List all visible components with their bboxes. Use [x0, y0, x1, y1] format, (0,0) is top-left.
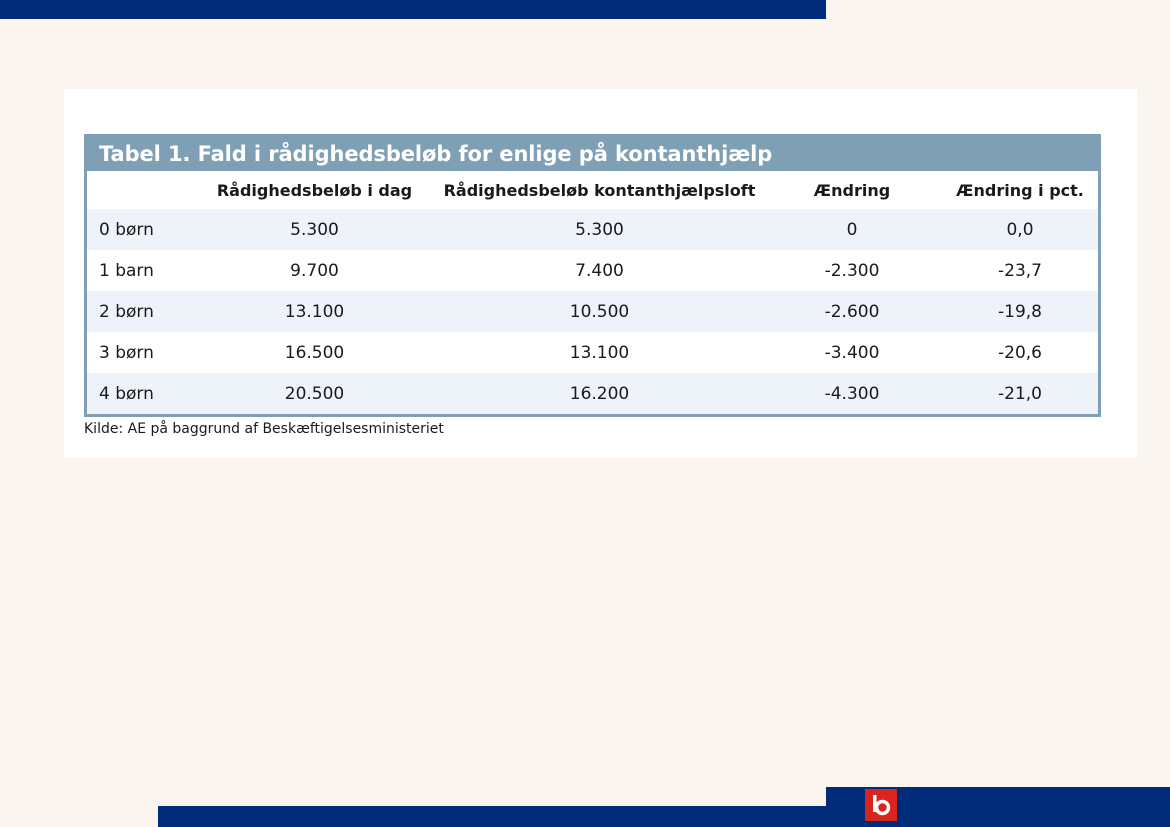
column-header	[87, 171, 192, 209]
table-cell: -2.600	[824, 301, 880, 322]
table-row: 3 børn 16.500 13.100 -3.400 -20,6	[87, 332, 1098, 373]
row-label: 1 barn	[99, 260, 154, 281]
table-cell: -3.400	[824, 342, 880, 363]
table-cell: 13.100	[284, 301, 345, 322]
table-cell: 10.500	[569, 301, 630, 322]
table-cell: -21,0	[998, 383, 1042, 404]
table-cell: -2.300	[824, 260, 880, 281]
lo-logo-icon	[865, 789, 897, 821]
data-table: Rådighedsbeløb i dag Rådighedsbeløb kont…	[87, 171, 1098, 414]
table-cell: 20.500	[284, 383, 345, 404]
column-header: Ændring	[813, 180, 891, 200]
table-cell: 5.300	[575, 219, 624, 240]
row-label: 2 børn	[99, 301, 154, 322]
table-cell: -4.300	[824, 383, 880, 404]
column-header: Rådighedsbeløb kontanthjælpsloft	[443, 180, 756, 200]
column-header: Ændring i pct.	[956, 180, 1084, 200]
row-label: 0 børn	[99, 219, 154, 240]
table-title: Tabel 1. Fald i rådighedsbeløb for enlig…	[87, 137, 1098, 171]
table-cell: 5.300	[290, 219, 339, 240]
table-cell: -19,8	[998, 301, 1042, 322]
table-card: Tabel 1. Fald i rådighedsbeløb for enlig…	[64, 89, 1137, 458]
row-label: 3 børn	[99, 342, 154, 363]
column-header: Rådighedsbeløb i dag	[216, 180, 413, 200]
table-cell: 0,0	[1006, 219, 1034, 240]
table-header-row: Rådighedsbeløb i dag Rådighedsbeløb kont…	[87, 171, 1098, 209]
table-cell: 0	[846, 219, 858, 240]
top-brand-bar	[0, 0, 826, 19]
table-row: 1 barn 9.700 7.400 -2.300 -23,7	[87, 250, 1098, 291]
table-cell: 16.200	[569, 383, 630, 404]
table-row: 4 børn 20.500 16.200 -4.300 -21,0	[87, 373, 1098, 414]
source-note: Kilde: AE på baggrund af Beskæftigelsesm…	[84, 421, 444, 437]
table-cell: 13.100	[569, 342, 630, 363]
table-row: 0 børn 5.300 5.300 0 0,0	[87, 209, 1098, 250]
table-cell: 16.500	[284, 342, 345, 363]
table-cell: -20,6	[998, 342, 1042, 363]
table-cell: 9.700	[290, 260, 339, 281]
data-table-frame: Tabel 1. Fald i rådighedsbeløb for enlig…	[84, 134, 1101, 417]
table-row: 2 børn 13.100 10.500 -2.600 -19,8	[87, 291, 1098, 332]
row-label: 4 børn	[99, 383, 154, 404]
table-cell: -23,7	[998, 260, 1042, 281]
table-cell: 7.400	[575, 260, 624, 281]
